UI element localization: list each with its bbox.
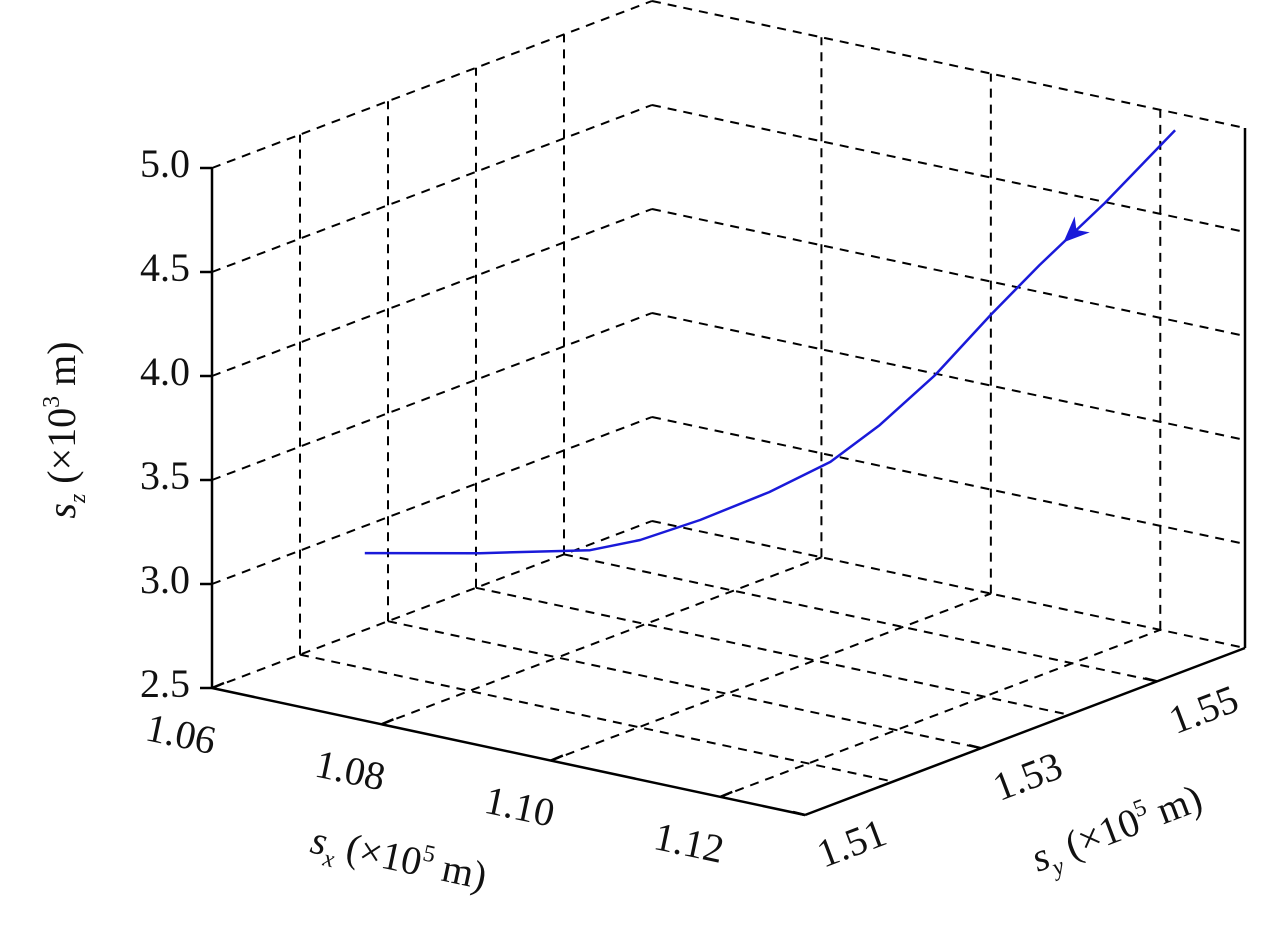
x-tick-label: 1.12 <box>650 813 728 872</box>
grid <box>211 0 1246 798</box>
grid-line <box>211 104 653 273</box>
grid-line <box>651 0 1246 129</box>
grid-line <box>475 586 1070 716</box>
grid-line <box>651 312 1246 441</box>
grid-line <box>299 653 894 783</box>
grid-line <box>211 208 653 377</box>
grid-line <box>550 592 992 762</box>
grid-line <box>211 520 653 689</box>
x-tick-label: 1.08 <box>311 741 389 800</box>
zlabel-label: sz (×103 m) <box>39 341 91 518</box>
x-tick <box>550 754 564 762</box>
zlabel-part: m) <box>39 341 84 395</box>
x-tick <box>380 718 394 726</box>
zlabel-part: (×10 <box>39 408 84 494</box>
grid-line <box>211 416 653 585</box>
y-axis <box>804 646 1246 817</box>
x-tick <box>211 681 225 690</box>
z-tick-label: 4.0 <box>140 349 190 394</box>
zlabel-part: z <box>65 493 91 504</box>
labels: 1.06 1.08 1.10 1.12 1.51 1.53 1.55 2.5 3.0 3.5 4.0… <box>39 141 1245 904</box>
ylabel-part: (×10 <box>1050 799 1146 872</box>
x-tick-label: 1.10 <box>481 777 559 836</box>
grid-line <box>651 416 1246 545</box>
xlabel-part: m) <box>428 843 491 898</box>
y-tick <box>1144 677 1158 683</box>
zlabel-part: 3 <box>39 396 65 408</box>
z-tick-label: 2.5 <box>140 661 190 706</box>
ylabel-label: sy (×105 m) <box>1025 775 1210 887</box>
xlabel-label: sx (×105 m) <box>306 816 491 904</box>
x-axis <box>211 686 806 817</box>
grid-line <box>211 0 653 169</box>
ylabel-part: m) <box>1141 775 1208 836</box>
trajectory <box>364 129 1176 555</box>
y-tick-label: 1.51 <box>811 809 892 876</box>
xlabel-part: 5 <box>421 840 438 868</box>
z-tick-label: 3.0 <box>140 557 190 602</box>
grid-line <box>381 556 822 726</box>
z-tick-label: 4.5 <box>140 245 190 290</box>
grid-line <box>651 520 1246 649</box>
grid-line <box>651 104 1246 233</box>
grid-line <box>651 208 1246 337</box>
grid-line <box>211 312 653 481</box>
y-tick-label: 1.55 <box>1163 676 1244 743</box>
direction-arrow <box>1063 216 1090 243</box>
axes <box>200 128 1247 817</box>
marks <box>364 129 1176 555</box>
grid-line <box>387 620 982 750</box>
grid-line <box>563 553 1158 683</box>
xlabel-part: (×10 <box>333 823 426 885</box>
z-tick-label: 3.5 <box>140 453 190 498</box>
x-tick <box>719 790 733 799</box>
zlabel-part: s <box>39 503 84 519</box>
y-tick <box>968 743 982 750</box>
y-tick <box>792 810 806 817</box>
grid-line <box>719 628 1161 798</box>
x-tick-label: 1.06 <box>142 704 220 763</box>
y-tick-label: 1.53 <box>987 743 1068 810</box>
z-tick-label: 5.0 <box>140 141 190 186</box>
